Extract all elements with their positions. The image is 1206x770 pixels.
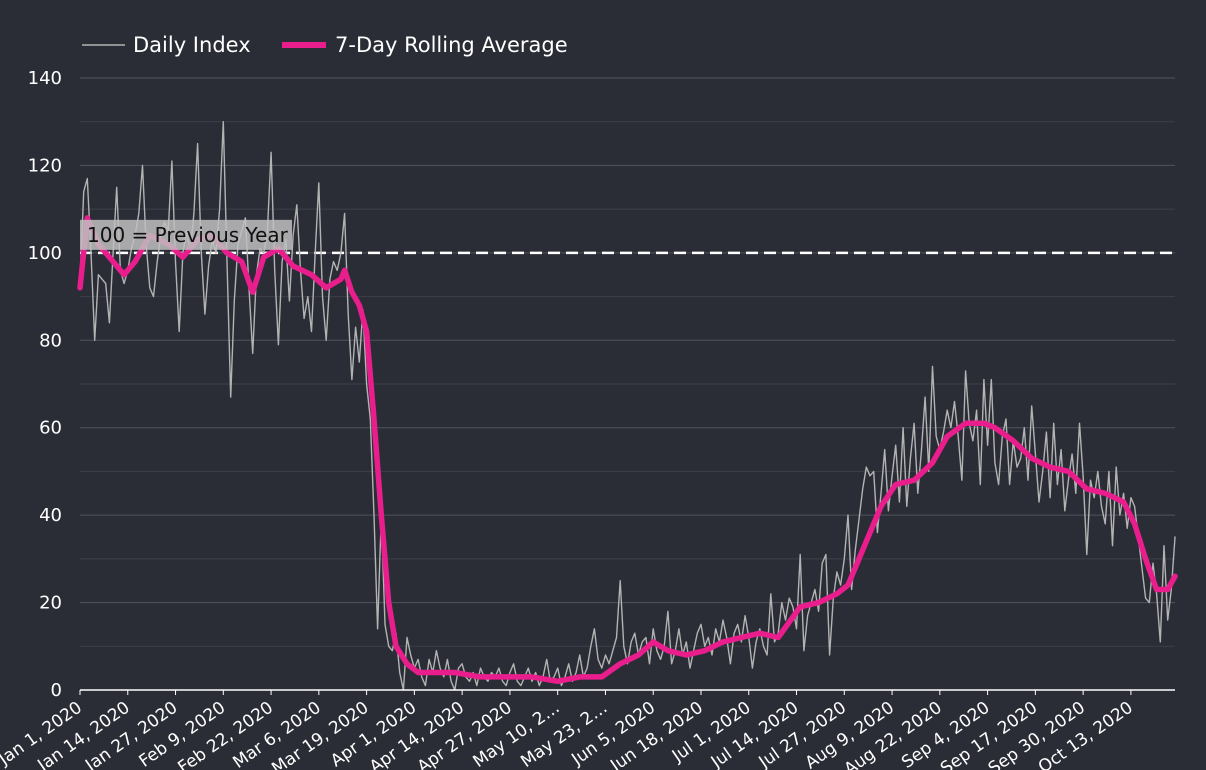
series-line-daily-index: [79, 121, 1176, 691]
series-lines: [77, 121, 1178, 691]
y-tick-label: 0: [51, 680, 62, 701]
legend-label-daily-index: Daily Index: [133, 33, 251, 57]
reference-label-group: 100 = Previous Year: [80, 219, 292, 250]
y-tick-label: 60: [39, 418, 62, 439]
y-tick-label: 40: [39, 505, 62, 526]
legend-label-rolling-average: 7-Day Rolling Average: [335, 33, 568, 57]
y-tick-label: 120: [28, 155, 62, 176]
y-tick-label: 140: [28, 68, 62, 89]
y-tick-label: 80: [39, 330, 62, 351]
reference-label: 100 = Previous Year: [87, 223, 289, 247]
y-tick-label: 100: [28, 243, 62, 264]
gridlines: [80, 77, 1175, 647]
reference-label-background: [80, 219, 292, 250]
y-axis-ticks: 0 20 40 60 80 100 120 140: [28, 68, 62, 701]
legend: Daily Index 7-Day Rolling Average: [82, 33, 568, 57]
y-tick-label: 20: [39, 593, 62, 614]
series-line-rolling-average: [77, 215, 1178, 685]
